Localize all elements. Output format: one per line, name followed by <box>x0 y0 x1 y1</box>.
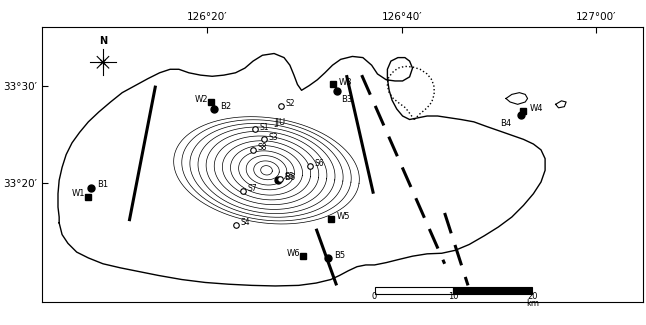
Bar <box>453 287 532 293</box>
Text: W2: W2 <box>194 95 208 104</box>
Text: 10: 10 <box>448 292 459 301</box>
Text: S1: S1 <box>260 123 269 132</box>
Text: W4: W4 <box>529 105 543 113</box>
Text: B3: B3 <box>341 95 353 104</box>
Text: S7: S7 <box>248 184 258 193</box>
Text: B6: B6 <box>284 174 295 182</box>
Text: 20: 20 <box>527 292 537 301</box>
Text: N: N <box>99 36 107 46</box>
Text: S2: S2 <box>286 99 295 108</box>
Text: W3: W3 <box>339 78 352 87</box>
Text: S5: S5 <box>285 172 294 181</box>
Text: S3: S3 <box>268 133 278 141</box>
Text: B2: B2 <box>220 102 231 111</box>
Text: 0: 0 <box>372 292 377 301</box>
Bar <box>375 287 453 293</box>
Text: km: km <box>526 299 539 308</box>
Text: W1: W1 <box>72 188 85 198</box>
Text: B4: B4 <box>500 119 511 127</box>
Text: S4: S4 <box>240 218 250 227</box>
Text: JJU: JJU <box>274 118 286 127</box>
Text: S8: S8 <box>258 143 267 152</box>
Text: B1: B1 <box>97 180 109 189</box>
Text: S6: S6 <box>315 159 324 168</box>
Text: W6: W6 <box>287 249 300 258</box>
Text: W5: W5 <box>337 212 350 221</box>
Text: B5: B5 <box>334 251 345 260</box>
